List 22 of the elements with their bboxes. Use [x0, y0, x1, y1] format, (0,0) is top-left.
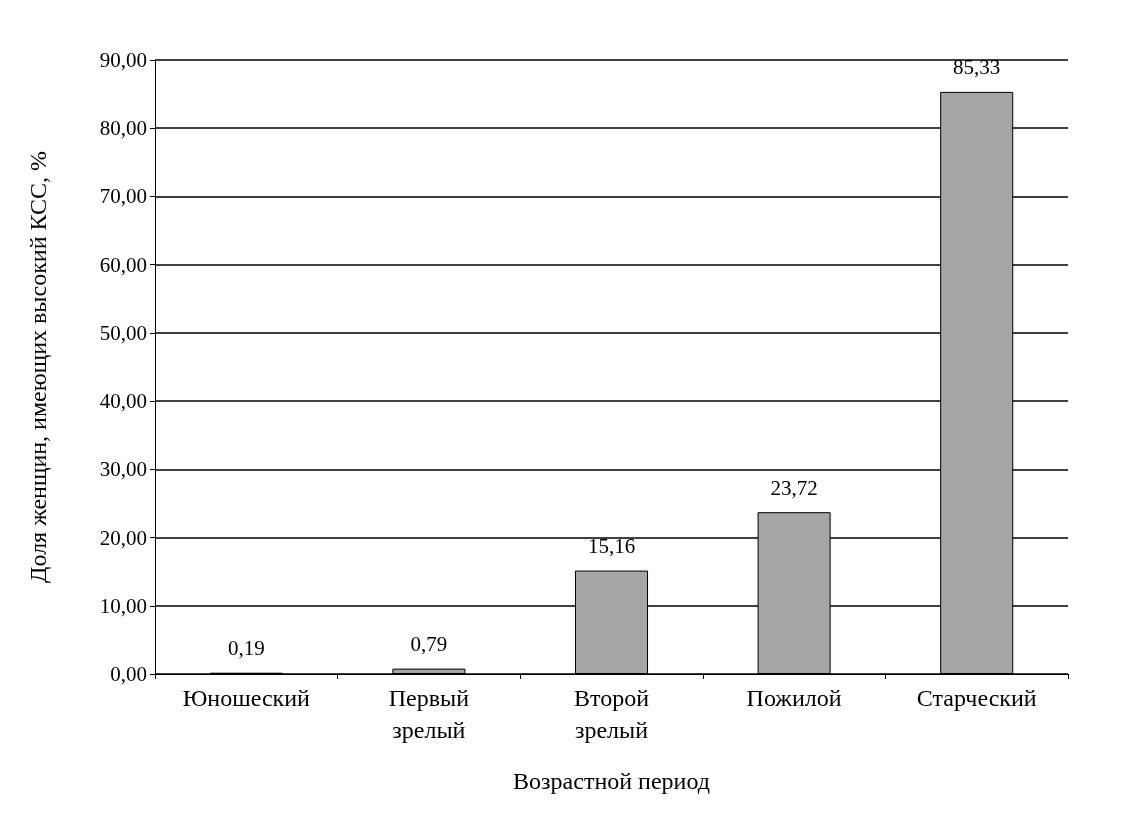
x-tick-label: Юношеский — [182, 685, 311, 711]
x-tick-label: Пожилой — [746, 685, 842, 711]
y-tick-label: 10,00 — [99, 593, 147, 618]
x-tick-label: Второй зрелый — [573, 685, 650, 743]
y-tick-label: 90,00 — [99, 48, 147, 72]
x-axis-title: Возрастной период — [513, 768, 710, 794]
x-tick-label: Первый зрелый — [388, 685, 470, 743]
data-label: 23,72 — [770, 475, 818, 500]
data-label: 0,79 — [410, 632, 448, 657]
data-label: 85,33 — [953, 55, 1001, 80]
y-tick-label: 60,00 — [99, 252, 147, 277]
data-label: 15,16 — [587, 534, 636, 559]
y-tick-label: 0,00 — [110, 662, 147, 686]
y-tick-label: 80,00 — [99, 116, 147, 141]
y-tick-label: 50,00 — [99, 320, 147, 345]
y-tick-label: 20,00 — [99, 525, 147, 550]
data-label: 0,19 — [227, 636, 265, 661]
y-tick-label: 40,00 — [99, 389, 147, 414]
x-tick-label: Старческий — [916, 685, 1037, 711]
y-tick-label: 30,00 — [99, 457, 147, 482]
y-tick-label: 70,00 — [99, 184, 147, 209]
y-axis-title: Доля женщин, имеющих высокий КСС, % — [25, 151, 51, 583]
